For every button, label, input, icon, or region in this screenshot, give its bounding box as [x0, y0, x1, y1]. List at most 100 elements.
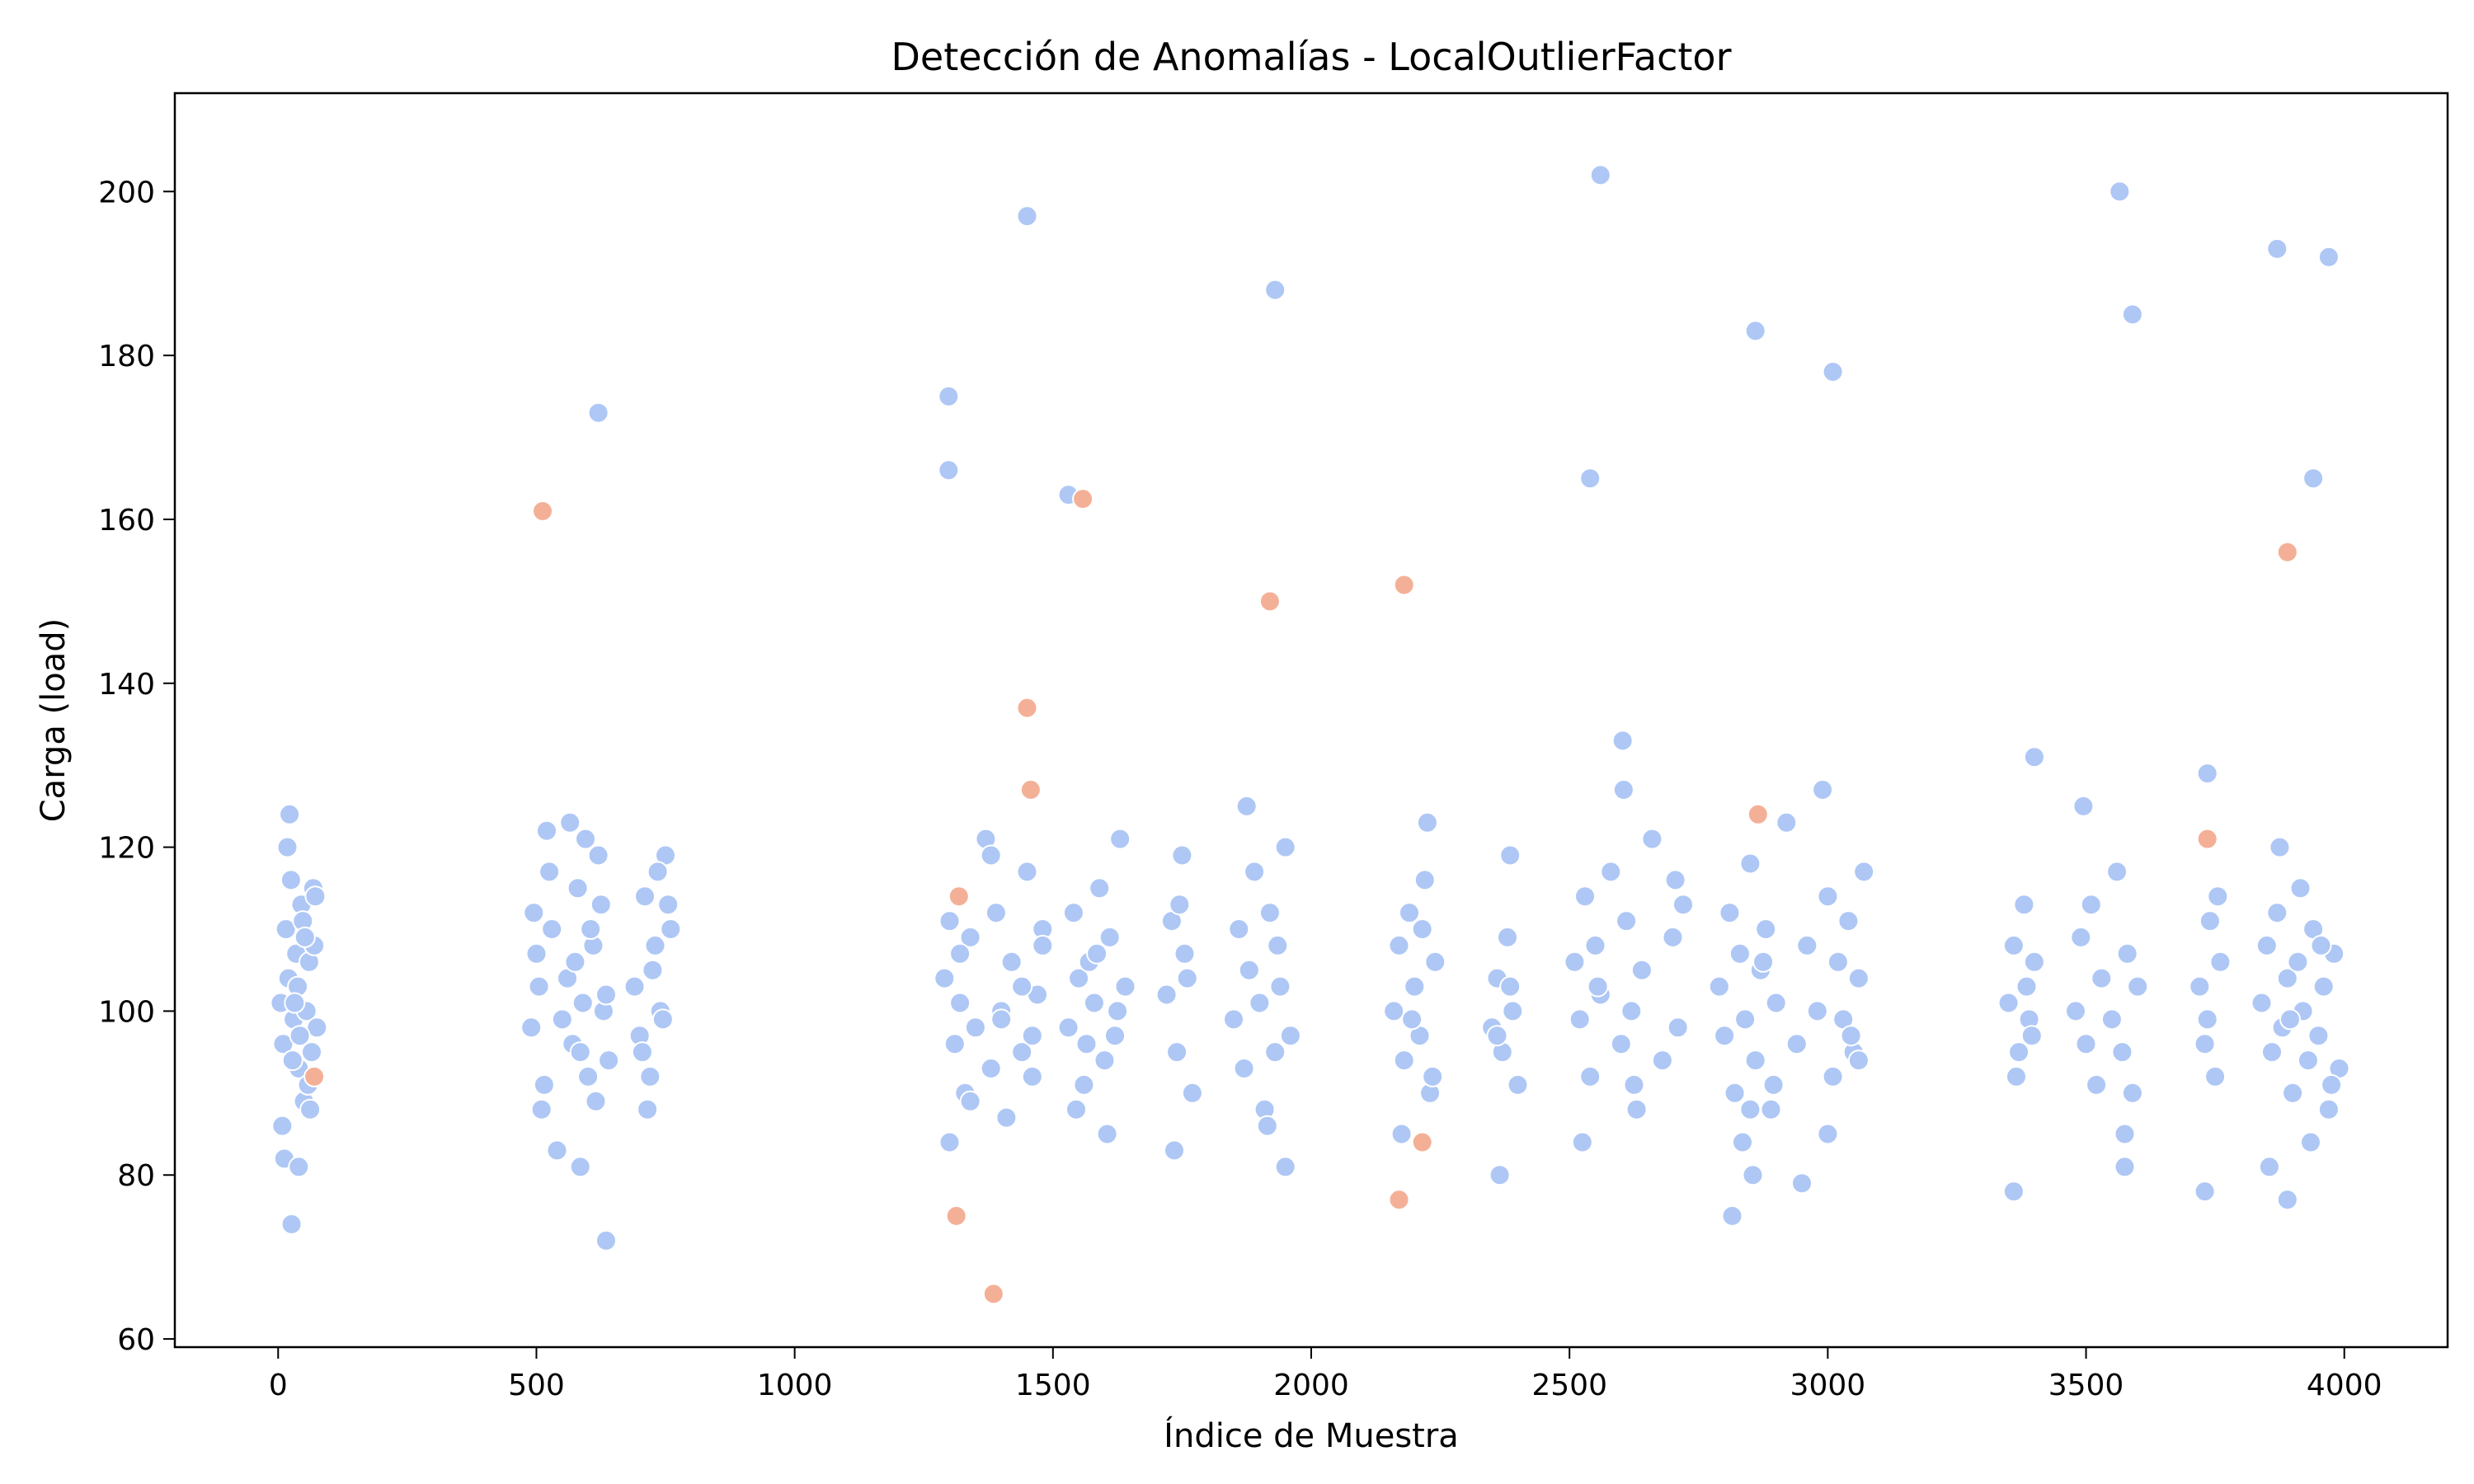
normal-point [2279, 1008, 2301, 1031]
anomaly-point [1019, 779, 1042, 801]
normal-point [1062, 902, 1084, 924]
normal-point [2310, 934, 2332, 956]
normal-point [1256, 1115, 1278, 1137]
normal-point [2317, 1098, 2340, 1120]
normal-point [2023, 746, 2045, 768]
normal-point [1404, 975, 1426, 998]
normal-point [1249, 992, 1271, 1014]
normal-point [1579, 1065, 1602, 1087]
normal-point [1422, 1065, 1444, 1087]
normal-point [2251, 992, 2273, 1014]
normal-point [1228, 918, 1250, 940]
normal-point [1827, 951, 1849, 973]
normal-point [651, 1008, 674, 1031]
normal-point [938, 385, 960, 407]
normal-point [2065, 1000, 2086, 1022]
normal-point [2109, 181, 2131, 203]
normal-point [528, 975, 550, 998]
normal-point [1264, 1041, 1286, 1064]
normal-point [1623, 1073, 1645, 1096]
normal-point [2312, 975, 2335, 998]
normal-point [2266, 902, 2288, 924]
normal-point [1032, 934, 1054, 956]
y-tick-label: 100 [98, 995, 155, 1029]
normal-point [639, 1065, 661, 1087]
normal-point [1068, 967, 1090, 989]
normal-point [1011, 975, 1033, 998]
normal-point [964, 1017, 986, 1039]
normal-point [525, 942, 548, 965]
normal-point [1086, 942, 1108, 965]
normal-point [660, 918, 682, 940]
normal-point [2002, 1181, 2025, 1203]
normal-point [2100, 1008, 2123, 1031]
normal-point [2282, 1082, 2304, 1104]
normal-point [595, 984, 617, 1006]
normal-point [2111, 1041, 2133, 1064]
normal-point [943, 1033, 966, 1055]
normal-point [1411, 918, 1433, 940]
normal-point [1724, 1082, 1746, 1104]
normal-point [2204, 1065, 2227, 1087]
normal-point [1739, 852, 1761, 875]
normal-point [1721, 1205, 1743, 1227]
normal-point [1589, 164, 1611, 186]
normal-point [642, 959, 664, 981]
normal-point [1732, 1131, 1753, 1153]
anomaly-point [1747, 803, 1769, 825]
normal-point [647, 861, 669, 883]
anomaly-point [1411, 1131, 1433, 1153]
normal-point [587, 402, 609, 424]
x-tick-label: 1000 [757, 1369, 833, 1402]
normal-point [1279, 1025, 1301, 1047]
normal-point [1837, 910, 1860, 932]
normal-point [1171, 844, 1193, 866]
normal-point [1388, 934, 1410, 956]
data-points [270, 164, 2350, 1305]
normal-point [1791, 1172, 1813, 1195]
normal-point [577, 1065, 600, 1087]
normal-point [523, 902, 545, 924]
normal-point [1785, 1033, 1808, 1055]
normal-point [1109, 828, 1131, 850]
normal-point [1096, 1123, 1118, 1145]
normal-point [2321, 1073, 2343, 1096]
normal-point [1752, 951, 1775, 973]
normal-point [1065, 1098, 1087, 1120]
normal-point [1662, 926, 1684, 948]
normal-point [2194, 1033, 2216, 1055]
x-tick-label: 2000 [1273, 1369, 1349, 1402]
normal-point [2196, 763, 2218, 785]
normal-point [1840, 1025, 1862, 1047]
normal-point [1021, 1025, 1043, 1047]
x-tick-label: 1500 [1015, 1369, 1091, 1402]
normal-point [2207, 885, 2229, 908]
normal-point [1075, 1033, 1098, 1055]
normal-point [1274, 1156, 1296, 1178]
normal-point [1734, 1008, 1757, 1031]
anomaly-point [982, 1283, 1004, 1305]
normal-point [1739, 1098, 1761, 1120]
normal-point [1016, 861, 1038, 883]
normal-point [1264, 279, 1286, 301]
normal-point [1089, 877, 1111, 899]
normal-point [631, 1041, 653, 1064]
x-tick-label: 4000 [2307, 1369, 2382, 1402]
normal-point [1817, 1123, 1839, 1145]
normal-point [1625, 1098, 1648, 1120]
normal-point [1393, 1050, 1415, 1072]
normal-point [959, 926, 981, 948]
normal-point [1667, 1017, 1689, 1039]
normal-point [2302, 467, 2325, 490]
normal-point [1098, 926, 1121, 948]
normal-point [1817, 885, 1839, 908]
normal-point [280, 869, 302, 891]
anomaly-point [2276, 541, 2298, 563]
normal-point [1742, 1164, 1764, 1186]
normal-point [546, 1139, 568, 1162]
normal-point [1822, 361, 1844, 383]
normal-point [530, 1098, 553, 1120]
x-tick-label: 3500 [2048, 1369, 2124, 1402]
normal-point [2317, 246, 2340, 268]
normal-point [1729, 942, 1751, 965]
